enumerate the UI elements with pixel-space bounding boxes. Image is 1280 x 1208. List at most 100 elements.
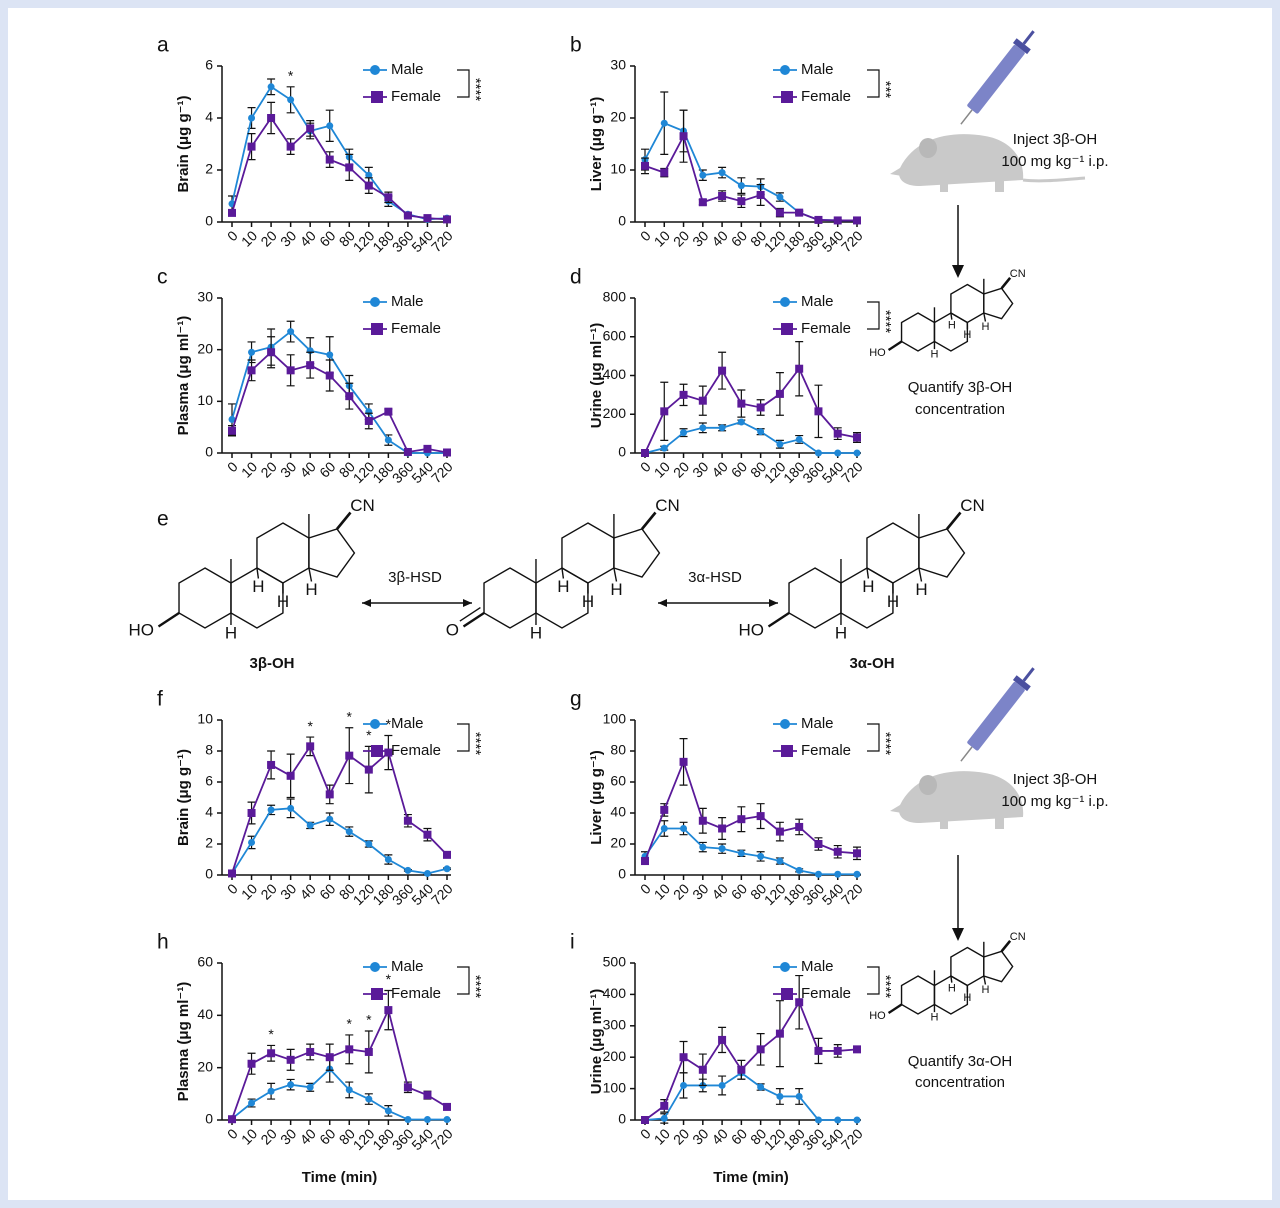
atom-label: H (557, 577, 569, 596)
data-point (737, 197, 745, 205)
y-tick-label: 20 (197, 340, 213, 356)
data-point (795, 823, 803, 831)
atom-label: H (305, 580, 317, 599)
atom-label: H (930, 349, 938, 361)
data-point (660, 1102, 668, 1110)
data-point (404, 448, 412, 456)
data-point (680, 825, 687, 832)
data-point (776, 390, 784, 398)
data-point (267, 114, 275, 122)
y-tick-label: 30 (610, 57, 626, 73)
data-point (660, 806, 668, 814)
data-point (719, 169, 726, 176)
atom-label: CN (350, 496, 375, 515)
data-point (680, 429, 687, 436)
data-point (834, 871, 841, 878)
legend-marker (371, 988, 383, 1000)
data-point (718, 825, 726, 833)
data-point (814, 216, 822, 224)
data-point (699, 424, 706, 431)
y-tick-label: 10 (610, 161, 626, 177)
significance-asterisk: * (347, 708, 353, 724)
data-point (423, 831, 431, 839)
inject-text: Inject 3β-OH (1013, 771, 1098, 788)
legend-label: Female (801, 985, 851, 1002)
data-point (853, 849, 861, 857)
y-axis-label: Liver (μg g⁻¹) (588, 97, 605, 192)
significance-asterisk: * (268, 1026, 274, 1042)
y-tick-label: 40 (610, 804, 626, 820)
significance-asterisk: * (366, 727, 372, 743)
atom-label: H (915, 580, 927, 599)
data-point (444, 1116, 451, 1123)
data-point (737, 400, 745, 408)
significance-stars: **** (877, 975, 894, 999)
significance-asterisk: * (386, 716, 392, 732)
legend-marker (780, 962, 790, 972)
enzyme-label: 3β-HSD (388, 569, 442, 586)
data-point (423, 1091, 431, 1099)
panel-letter: c (157, 266, 168, 289)
legend-label: Female (391, 88, 441, 105)
data-point (345, 1045, 353, 1053)
data-point (248, 366, 256, 374)
legend-marker (370, 297, 380, 307)
y-tick-label: 800 (603, 289, 627, 305)
legend-label: Female (391, 742, 441, 759)
data-point (854, 871, 861, 878)
atom-label: H (930, 1012, 938, 1024)
data-point (757, 1045, 765, 1053)
significance-stars: **** (467, 78, 484, 102)
legend-label: Male (801, 958, 834, 975)
data-point (718, 1036, 726, 1044)
data-point (719, 1082, 726, 1089)
data-point (641, 162, 649, 170)
y-tick-label: 500 (603, 954, 627, 970)
y-axis-label: Urine (μg ml⁻¹) (588, 323, 605, 428)
atom-label: H (862, 577, 874, 596)
data-point (699, 817, 707, 825)
data-point (757, 428, 764, 435)
data-point (287, 96, 294, 103)
data-point (796, 436, 803, 443)
data-point (815, 450, 822, 457)
significance-stars: **** (877, 732, 894, 756)
data-point (365, 1096, 372, 1103)
atom-label: O (446, 620, 459, 639)
data-point (326, 816, 333, 823)
data-point (641, 857, 649, 865)
data-point (267, 348, 275, 356)
significance-asterisk: * (347, 1016, 353, 1032)
data-point (834, 848, 842, 856)
data-point (346, 1086, 353, 1093)
y-tick-label: 0 (205, 213, 213, 229)
data-point (776, 858, 783, 865)
data-point (641, 1116, 649, 1124)
atom-label: CN (1010, 931, 1026, 943)
data-point (719, 845, 726, 852)
atom-label: H (835, 623, 847, 642)
data-point (384, 408, 392, 416)
y-tick-label: 400 (603, 366, 627, 382)
y-tick-label: 6 (205, 773, 213, 789)
atom-label: H (981, 321, 989, 333)
data-point (443, 1103, 451, 1111)
data-point (268, 83, 275, 90)
y-tick-label: 0 (618, 444, 626, 460)
data-point (699, 844, 706, 851)
data-point (248, 349, 255, 356)
compound-name: 3α-OH (849, 655, 894, 672)
panel-letter: h (157, 931, 169, 954)
legend-marker (781, 323, 793, 335)
data-point (699, 172, 706, 179)
data-point (680, 391, 688, 399)
data-point (737, 815, 745, 823)
atom-label: HO (739, 620, 765, 639)
data-point (444, 865, 451, 872)
data-point (776, 209, 784, 217)
atom-label: H (981, 984, 989, 996)
data-point (853, 216, 861, 224)
data-point (228, 209, 236, 217)
legend-marker (780, 65, 790, 75)
y-axis-label: Brain (μg g⁻¹) (175, 95, 192, 192)
